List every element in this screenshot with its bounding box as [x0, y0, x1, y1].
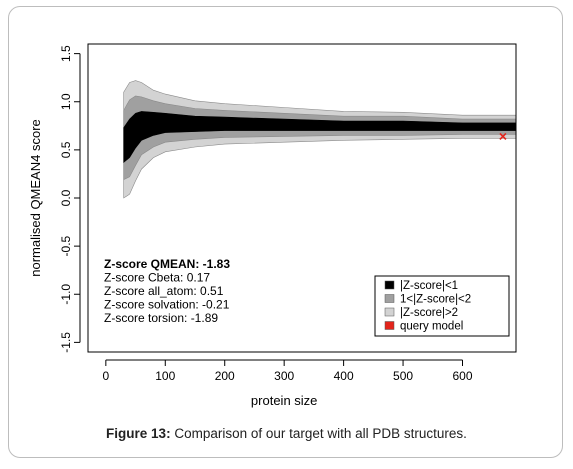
- y-tick-label: 1.0: [59, 93, 73, 110]
- query-model-point: [499, 132, 507, 140]
- figure-caption-text: Comparison of our target with all PDB st…: [170, 426, 467, 441]
- zscore-line: Z-score torsion: -1.89: [104, 311, 218, 325]
- x-tick-label: 500: [393, 369, 413, 383]
- figure-label: Figure 13:: [106, 426, 171, 441]
- zscore-line: Z-score solvation: -0.21: [104, 298, 230, 312]
- y-tick-label: -1.5: [59, 332, 73, 353]
- y-tick-label: 1.5: [59, 45, 73, 62]
- legend-label: query model: [400, 321, 463, 333]
- legend-label: |Z-score|>2: [400, 307, 458, 319]
- legend-box: [374, 275, 510, 337]
- figure-frame: [8, 6, 563, 458]
- x-tick-label: 600: [452, 369, 472, 383]
- x-tick-label: 100: [155, 369, 175, 383]
- x-tick-label: 0: [102, 369, 109, 383]
- legend-swatch: [384, 321, 395, 330]
- y-tick-label: -1.0: [59, 284, 73, 305]
- legend-label: 1<|Z-score|<2: [400, 294, 471, 306]
- legend-swatch: [384, 280, 395, 290]
- y-axis-label: normalised QMEAN4 score: [28, 119, 43, 277]
- legend-swatch: [384, 294, 395, 303]
- y-tick-label: -0.5: [59, 235, 73, 256]
- y-tick-label: 0.5: [59, 141, 73, 158]
- series-band-1: [123, 111, 516, 164]
- x-tick-label: 200: [215, 369, 235, 383]
- x-axis-label: protein size: [251, 393, 317, 408]
- x-tick-label: 300: [274, 369, 294, 383]
- plot-area: [87, 43, 517, 353]
- figure-caption: Figure 13: Comparison of our target with…: [0, 426, 573, 441]
- y-tick-label: 0.0: [59, 189, 73, 206]
- zscore-line: Z-score all_atom: 0.51: [104, 284, 224, 298]
- zscore-line: Z-score Cbeta: 0.17: [104, 271, 210, 285]
- zscore-qmean: Z-score QMEAN: -1.83: [104, 257, 230, 271]
- legend-label: |Z-score|<1: [400, 280, 458, 292]
- x-tick-label: 400: [334, 369, 354, 383]
- legend-swatch: [384, 307, 395, 317]
